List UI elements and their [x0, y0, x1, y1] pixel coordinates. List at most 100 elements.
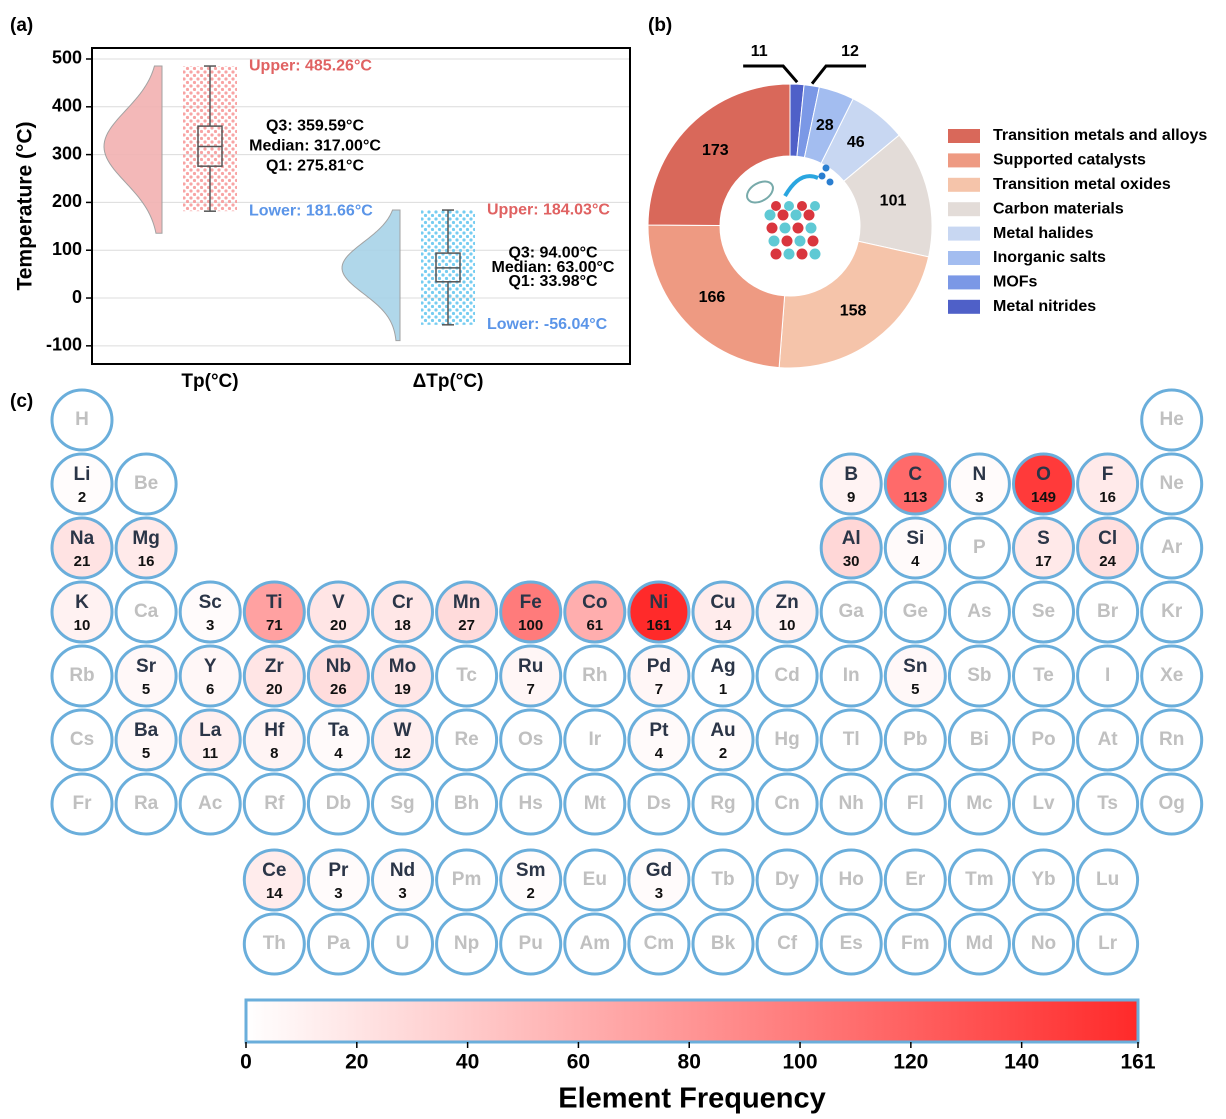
element-count: 71	[266, 617, 283, 634]
element-count: 2	[527, 885, 535, 902]
element-symbol: Sr	[136, 656, 157, 677]
element-symbol: Fr	[73, 793, 93, 814]
illustration	[827, 179, 834, 186]
colorbar-tick-label: 120	[893, 1051, 928, 1074]
element-symbol: Zn	[775, 592, 798, 613]
element-symbol: Cn	[774, 793, 799, 814]
element-symbol: Si	[906, 528, 924, 549]
legend-swatch	[948, 178, 980, 192]
illustration	[793, 223, 804, 234]
element-symbol: Md	[966, 933, 993, 954]
element-symbol: S	[1037, 528, 1050, 549]
legend-swatch	[948, 153, 980, 167]
element-count: 3	[398, 885, 406, 902]
legend-label: Transition metals and alloys	[993, 127, 1207, 144]
element-symbol: B	[844, 464, 858, 485]
element-count: 10	[779, 617, 796, 634]
lower-label: Lower: -56.04°C	[487, 316, 608, 333]
element-count: 2	[719, 745, 727, 762]
element-symbol: Mo	[389, 656, 416, 677]
element-symbol: At	[1098, 729, 1119, 750]
element-symbol: Li	[74, 464, 91, 485]
illustration	[782, 236, 793, 247]
element-symbol: Os	[518, 729, 543, 750]
slice-label: 101	[880, 192, 907, 209]
illustration	[804, 210, 815, 221]
element-symbol: Ts	[1097, 793, 1118, 814]
element-count: 61	[586, 617, 603, 634]
element-count: 161	[646, 617, 671, 634]
legend-label: Carbon materials	[993, 200, 1124, 217]
element-symbol: Gd	[646, 860, 672, 881]
illustration	[767, 223, 778, 234]
element-symbol: Sn	[903, 656, 927, 677]
element-symbol: Fm	[901, 933, 930, 954]
element-symbol: Tm	[965, 869, 994, 890]
element-count: 149	[1031, 489, 1056, 506]
element-symbol: Pr	[328, 860, 349, 881]
element-symbol: F	[1102, 464, 1114, 485]
element-symbol: Og	[1159, 793, 1185, 814]
legend-swatch	[948, 275, 980, 289]
legend-swatch	[948, 129, 980, 143]
panel-label: (c)	[10, 391, 33, 412]
colorbar-tick-label: 0	[240, 1051, 252, 1074]
element-symbol: Lr	[1098, 933, 1118, 954]
element-symbol: Ar	[1161, 537, 1183, 558]
element-symbol: Nb	[326, 656, 351, 677]
element-symbol: Hf	[264, 720, 285, 741]
element-symbol: Xe	[1160, 665, 1183, 686]
legend-label: Supported catalysts	[993, 152, 1146, 169]
element-symbol: Br	[1097, 601, 1119, 622]
element-symbol: Pu	[519, 933, 543, 954]
element-symbol: Ti	[266, 592, 283, 613]
x-tick-label: ΔTp(°C)	[413, 371, 484, 392]
element-count: 5	[142, 745, 150, 762]
element-count: 5	[911, 681, 919, 698]
illustration	[765, 210, 776, 221]
illustration	[791, 210, 802, 221]
slice-label: 46	[847, 134, 865, 151]
legend-swatch	[948, 202, 980, 216]
y-tick-label: 400	[52, 96, 82, 116]
element-symbol: Cu	[710, 592, 735, 613]
illustration	[778, 210, 789, 221]
element-symbol: Zr	[265, 656, 285, 677]
legend-swatch	[948, 251, 980, 265]
y-tick-label: 100	[52, 239, 82, 259]
illustration	[771, 201, 781, 211]
element-symbol: Cs	[70, 729, 94, 750]
element-symbol: Pa	[327, 933, 351, 954]
slice-label: 12	[841, 43, 859, 60]
element-count: 100	[518, 617, 543, 634]
lower-label: Lower: 181.66°C	[249, 202, 373, 219]
element-symbol: As	[967, 601, 991, 622]
legend-label: Metal halides	[993, 225, 1094, 242]
element-count: 3	[655, 885, 663, 902]
element-count: 2	[78, 489, 86, 506]
element-symbol: Ra	[134, 793, 159, 814]
element-symbol: Al	[842, 528, 861, 549]
element-symbol: In	[843, 665, 860, 686]
legend-label: Inorganic salts	[993, 249, 1106, 266]
element-count: 11	[202, 745, 218, 762]
element-symbol: Nd	[390, 860, 415, 881]
legend-swatch	[948, 227, 980, 241]
element-count: 12	[394, 745, 411, 762]
element-symbol: Sg	[390, 793, 414, 814]
element-count: 20	[330, 617, 347, 634]
legend-swatch	[948, 300, 980, 314]
element-count: 3	[975, 489, 983, 506]
y-tick-label: 300	[52, 143, 82, 163]
element-symbol: Nh	[839, 793, 864, 814]
element-symbol: Ba	[134, 720, 159, 741]
element-count: 30	[843, 553, 860, 570]
element-symbol: He	[1160, 409, 1184, 430]
element-symbol: Ru	[518, 656, 543, 677]
element-count: 16	[1099, 489, 1116, 506]
element-count: 10	[74, 617, 91, 634]
element-symbol: Cd	[774, 665, 799, 686]
element-count: 16	[138, 553, 155, 570]
element-symbol: Mg	[132, 528, 159, 549]
illustration	[780, 223, 791, 234]
